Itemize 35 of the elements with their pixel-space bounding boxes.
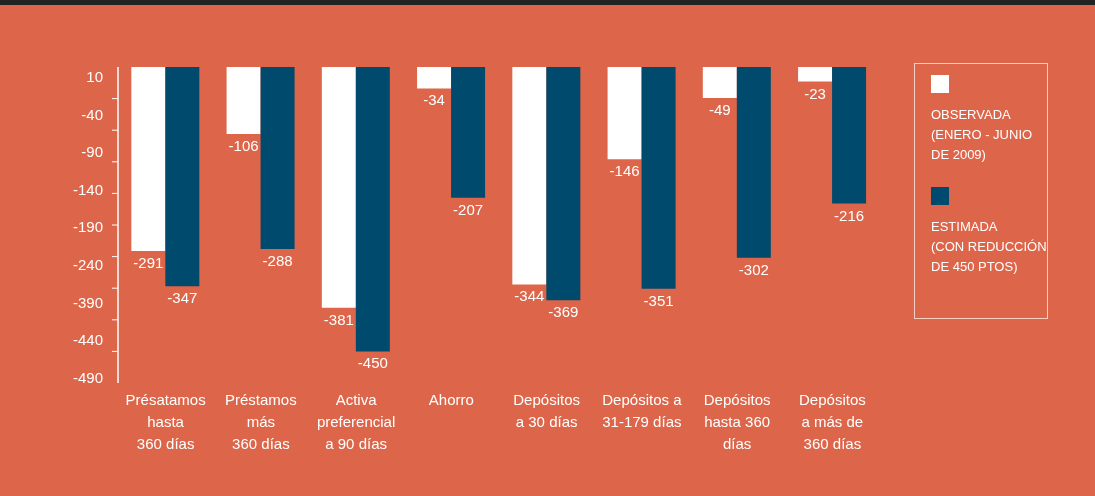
- data-label: -34: [423, 91, 445, 109]
- data-label: -344: [514, 287, 545, 305]
- text: -190: [72, 218, 103, 236]
- data-label: -369: [548, 303, 579, 321]
- text: -90: [81, 143, 103, 161]
- x-tick-label: Activa preferencial a 90 días: [316, 391, 396, 452]
- data-label: -288: [262, 252, 293, 270]
- data-label: -216: [834, 206, 865, 224]
- x-tick-label: Depósitos a 30 días: [513, 391, 580, 430]
- data-label: -347: [167, 289, 198, 307]
- legend-label: ESTIMADA (CON REDUCCIÓN DE 450 PTOS): [931, 218, 1047, 276]
- data-label: -49: [708, 100, 731, 118]
- data-label: -207: [453, 200, 484, 218]
- data-label: -146: [609, 162, 640, 180]
- text: -390: [72, 293, 103, 311]
- x-tick-label: Depósitos a 31-179 días: [602, 391, 683, 430]
- text: 10: [86, 68, 103, 85]
- text: -440: [72, 331, 103, 349]
- x-tick-label: Préstamos más 360 días: [225, 391, 297, 452]
- x-tick-label: Depósitos a más de 360 días: [799, 391, 866, 452]
- legend-label: OBSERVADA (ENERO - JUNIO DE 2009): [931, 106, 1034, 164]
- data-label: -302: [738, 260, 769, 278]
- x-tick-label: Depósitos hasta 360 días: [703, 391, 771, 452]
- data-label: -291: [133, 253, 164, 271]
- data-label: -351: [643, 291, 674, 309]
- x-tick-label: Présatamos hasta 360 días: [125, 391, 206, 452]
- text: -140: [72, 180, 103, 198]
- data-label: -106: [228, 136, 259, 154]
- data-label: -381: [323, 310, 354, 328]
- text: -40: [81, 105, 103, 123]
- text: -490: [72, 368, 103, 386]
- data-label: -23: [804, 84, 826, 102]
- data-label: -450: [357, 354, 388, 372]
- text: -240: [72, 256, 103, 273]
- x-tick-label: Ahorro: [428, 391, 474, 408]
